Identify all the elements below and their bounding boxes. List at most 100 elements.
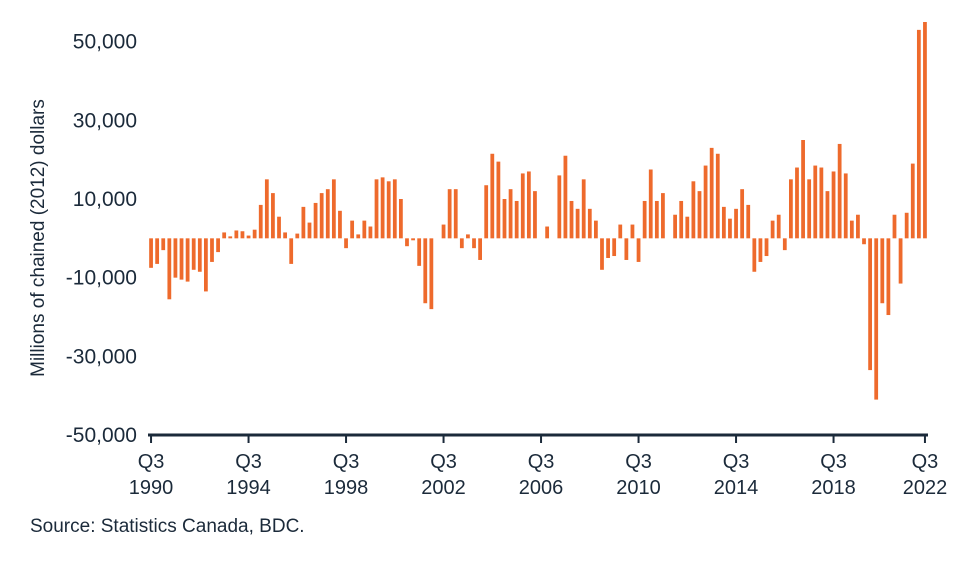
bar: [545, 226, 550, 239]
bar: [673, 214, 677, 239]
bar: [679, 200, 684, 239]
bar: [191, 238, 196, 270]
bar: [441, 224, 446, 239]
bar: [496, 161, 501, 239]
bar: [648, 169, 653, 239]
bar: [898, 238, 903, 284]
bar: [703, 165, 708, 239]
bar: [155, 238, 160, 264]
bar: [734, 208, 738, 239]
y-tick-label: -10,000: [66, 267, 137, 290]
bar: [362, 220, 367, 239]
y-tick-label: -50,000: [66, 424, 137, 447]
bars: [149, 22, 927, 400]
bar: [654, 200, 659, 239]
bar: [709, 147, 714, 239]
x-tick-year: 2010: [616, 477, 661, 499]
x-tick-quarter: Q3: [430, 451, 457, 473]
bar: [916, 29, 921, 239]
bar: [374, 179, 379, 239]
bar: [386, 181, 391, 239]
bar: [520, 173, 525, 239]
bar: [240, 231, 245, 239]
x-tick-quarter: Q3: [723, 451, 750, 473]
bar: [271, 193, 275, 239]
bar: [277, 216, 281, 239]
bar: [429, 238, 434, 310]
y-axis-label-group: Millions of chained (2012) dollars: [28, 99, 49, 377]
y-tick-label: 50,000: [73, 31, 137, 54]
bar: [612, 238, 617, 257]
bar: [849, 220, 854, 239]
bar: [807, 179, 812, 239]
bar: [856, 214, 860, 239]
bar: [252, 229, 257, 239]
source-note: Source: Statistics Canada, BDC.: [30, 516, 305, 537]
bar: [185, 238, 190, 282]
bar: [514, 200, 519, 239]
bar: [886, 238, 891, 316]
bar: [813, 165, 818, 239]
bar: [399, 199, 403, 239]
bar: [216, 238, 220, 253]
bar: [204, 238, 208, 292]
y-axis-label: Millions of chained (2012) dollars: [28, 99, 49, 377]
bar: [630, 224, 635, 239]
bar: [484, 185, 489, 239]
bar: [179, 238, 184, 280]
bar: [356, 234, 361, 239]
bar: [197, 238, 202, 272]
bar: [758, 238, 763, 262]
bar: [405, 238, 409, 247]
y-tick-labels: 50,000 30,000 10,000 -10,000 -30,000 -50,000: [66, 31, 137, 447]
bar: [819, 167, 824, 239]
bar: [685, 216, 690, 239]
bar: [636, 238, 641, 262]
bar: [795, 167, 799, 239]
bar: [880, 238, 885, 304]
bar: [697, 191, 702, 239]
bar: [746, 204, 751, 239]
bar: [228, 236, 233, 239]
bar: [331, 179, 336, 239]
bar: [350, 220, 355, 239]
bar: [234, 230, 239, 239]
x-tick-quarter: Q3: [528, 451, 555, 473]
bar: [423, 238, 428, 304]
bar: [466, 234, 470, 239]
bar: [843, 173, 848, 239]
bar: [606, 238, 610, 258]
bar: [325, 189, 330, 239]
bar: [862, 238, 866, 245]
bar: [447, 189, 452, 239]
bar: [825, 191, 830, 239]
bar: [173, 238, 178, 278]
bar: [459, 238, 464, 249]
bar: [728, 218, 732, 239]
bar: [776, 214, 781, 239]
bar: [721, 206, 726, 239]
bar: [264, 179, 269, 239]
bar: [289, 238, 294, 264]
x-tick-year: 2006: [519, 477, 564, 499]
bar: [453, 189, 458, 239]
bar: [575, 208, 580, 239]
bar: [569, 200, 574, 239]
bar: [392, 179, 397, 239]
x-tick-year: 1994: [226, 477, 271, 499]
bar-chart: Millions of chained (2012) dollars 50,00…: [28, 22, 947, 499]
bar: [508, 189, 513, 239]
bar: [764, 238, 769, 257]
x-tick-year: 2014: [714, 477, 759, 499]
x-tick-quarter: Q3: [138, 451, 165, 473]
bar: [789, 179, 793, 239]
bar: [892, 214, 897, 239]
bar: [149, 238, 153, 268]
x-axis: Q3 1990 Q3 1994 Q3 1998 Q3 2002 Q3 2006 Q3 2010 Q3 20…: [129, 433, 947, 499]
bar: [472, 238, 476, 249]
bar: [344, 238, 348, 249]
bar: [167, 238, 172, 300]
bar: [587, 208, 592, 239]
bar: [715, 153, 720, 239]
